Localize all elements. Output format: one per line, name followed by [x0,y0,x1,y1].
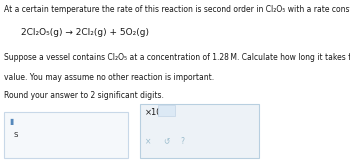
Text: At a certain temperature the rate of this reaction is second order in Cl₂O₅ with: At a certain temperature the rate of thi… [4,5,350,14]
Text: ×: × [145,137,152,146]
Text: S: S [14,132,18,138]
Text: ▮: ▮ [10,117,14,126]
FancyBboxPatch shape [140,104,259,158]
Text: value. You may assume no other reaction is important.: value. You may assume no other reaction … [4,73,214,82]
FancyBboxPatch shape [4,112,128,158]
FancyBboxPatch shape [158,105,175,116]
Text: Suppose a vessel contains Cl₂O₅ at a concentration of 1.28 M. Calculate how long: Suppose a vessel contains Cl₂O₅ at a con… [4,53,350,62]
Text: ↺: ↺ [163,137,169,146]
Text: ?: ? [180,137,184,146]
Text: ×10: ×10 [145,108,163,117]
Text: Round your answer to 2 significant digits.: Round your answer to 2 significant digit… [4,91,164,100]
Text: 2Cl₂O₅(g) → 2Cl₂(g) + 5O₂(g): 2Cl₂O₅(g) → 2Cl₂(g) + 5O₂(g) [21,28,149,37]
